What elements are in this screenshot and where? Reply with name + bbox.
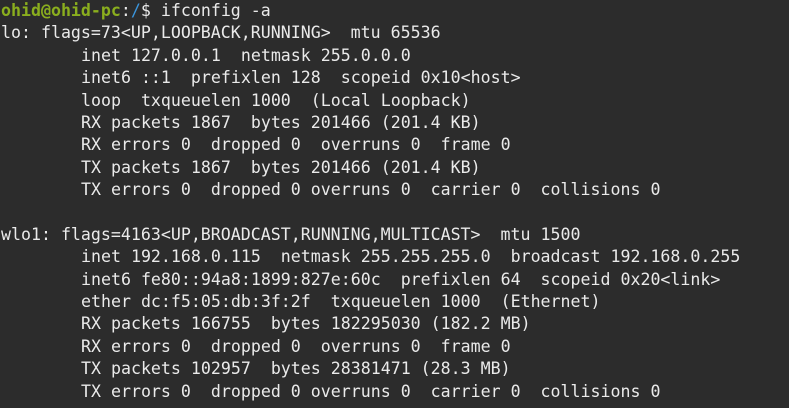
output-line: inet 192.168.0.115 netmask 255.255.255.0… [81,247,741,267]
prompt-line: ohid@ohid-pc:/$ ifconfig -a [1,0,789,22]
output-line: loop txqueuelen 1000 (Local Loopback) [81,90,471,110]
interface-header-lo: lo: flags=73<UP,LOOPBACK,RUNNING> mtu 65… [1,23,441,43]
output-line: RX errors 0 dropped 0 overruns 0 frame 0 [81,336,511,356]
output-line: TX errors 0 dropped 0 overruns 0 carrier… [81,180,661,200]
prompt-separator: : [120,1,131,20]
prompt-user-host: ohid@ohid-pc [1,1,121,20]
command-text: ifconfig -a [160,1,271,20]
output-line: TX packets 1867 bytes 201466 (201.4 KB) [81,157,481,177]
output-line: inet6 fe80::94a8:1899:827e:60c prefixlen… [81,269,721,289]
blank-line [1,202,789,224]
output-line: RX errors 0 dropped 0 overruns 0 frame 0 [81,135,511,155]
prompt-symbol: $ [140,1,161,20]
output-line: inet 127.0.0.1 netmask 255.0.0.0 [81,45,411,65]
output-line: TX packets 102957 bytes 28381471 (28.3 M… [81,359,511,379]
output-line: TX errors 0 dropped 0 overruns 0 carrier… [81,381,661,401]
output-line: inet6 ::1 prefixlen 128 scopeid 0x10<hos… [81,68,521,88]
output-line: ether dc:f5:05:db:3f:2f txqueuelen 1000 … [81,292,601,312]
output-line: RX packets 166755 bytes 182295030 (182.2… [81,314,531,334]
interface-header-wlo1: wlo1: flags=4163<UP,BROADCAST,RUNNING,MU… [1,224,581,244]
output-line: RX packets 1867 bytes 201466 (201.4 KB) [81,112,481,132]
prompt-path: / [130,1,141,20]
